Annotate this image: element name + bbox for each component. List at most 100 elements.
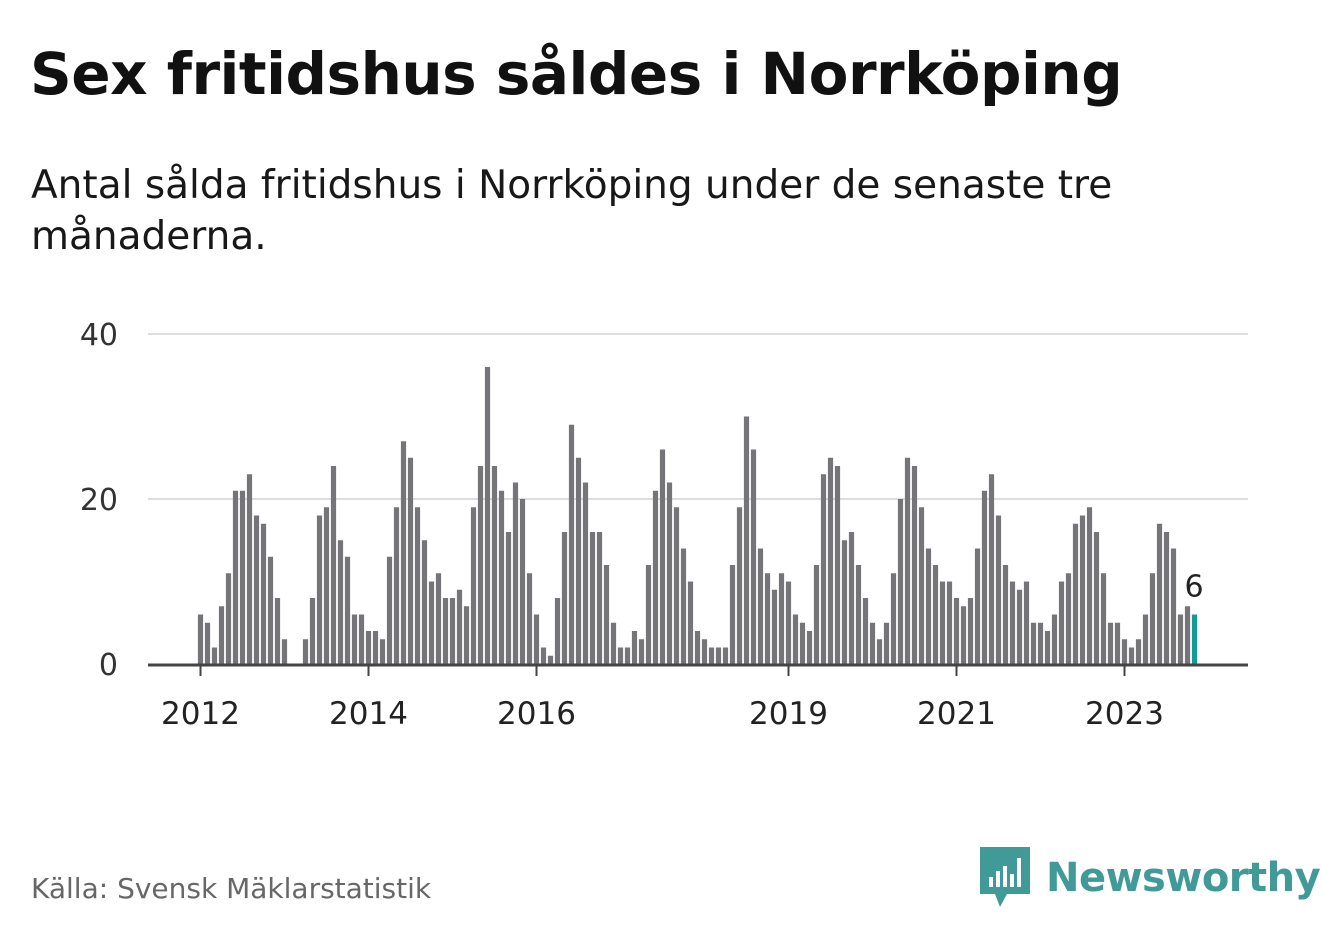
bar xyxy=(386,556,393,664)
bar xyxy=(1065,573,1072,664)
bar xyxy=(589,532,596,664)
source-note: Källa: Svensk Mäklarstatistik xyxy=(31,872,432,905)
bar xyxy=(421,540,428,664)
chart-title: Sex fritidshus såldes i Norrköping xyxy=(30,40,1123,108)
bar xyxy=(645,565,652,664)
bar xyxy=(1037,622,1044,664)
bar xyxy=(743,416,750,664)
bar xyxy=(974,548,981,664)
x-tick-label: 2023 xyxy=(1085,696,1164,732)
bar xyxy=(253,515,260,664)
bar xyxy=(533,614,540,664)
bar xyxy=(932,565,939,664)
bar xyxy=(638,639,645,664)
bar xyxy=(1100,573,1107,664)
bar xyxy=(267,556,274,664)
bar xyxy=(876,639,883,664)
bar xyxy=(960,606,967,664)
bar xyxy=(575,457,582,664)
bar xyxy=(1163,532,1170,664)
x-tick-label: 2021 xyxy=(917,696,996,732)
bar xyxy=(561,532,568,664)
bar-highlight xyxy=(1191,614,1198,664)
bar xyxy=(1107,622,1114,664)
bar xyxy=(337,540,344,664)
bar xyxy=(750,449,757,664)
brand-name: Newsworthy xyxy=(1046,855,1321,901)
bar xyxy=(260,523,267,664)
bar xyxy=(526,573,533,664)
bar xyxy=(1114,622,1121,664)
bar xyxy=(869,622,876,664)
bar xyxy=(1002,565,1009,664)
bar xyxy=(1030,622,1037,664)
bar xyxy=(820,474,827,664)
bar xyxy=(568,424,575,664)
bar xyxy=(659,449,666,664)
bar xyxy=(204,622,211,664)
bar xyxy=(631,631,638,664)
bar xyxy=(1051,614,1058,664)
bar xyxy=(897,499,904,664)
bar xyxy=(603,565,610,664)
bar xyxy=(701,639,708,664)
bar xyxy=(890,573,897,664)
bar xyxy=(435,573,442,664)
bar xyxy=(582,482,589,664)
bar xyxy=(1023,581,1030,664)
bar xyxy=(456,589,463,664)
bar xyxy=(316,515,323,664)
bar xyxy=(393,507,400,664)
bar xyxy=(1079,515,1086,664)
bar xyxy=(617,647,624,664)
bar xyxy=(757,548,764,664)
bar xyxy=(1093,532,1100,664)
bar xyxy=(1135,639,1142,664)
bar xyxy=(1121,639,1128,664)
bar xyxy=(1170,548,1177,664)
bar xyxy=(610,622,617,664)
x-tick-label: 2014 xyxy=(329,696,408,732)
bar xyxy=(211,647,218,664)
bar xyxy=(1044,631,1051,664)
bar xyxy=(407,457,414,664)
labels-layer: 0 20 40 2012 2014 2016 2019 2021 2023 6 xyxy=(80,318,1204,732)
bar xyxy=(855,565,862,664)
bar xyxy=(827,457,834,664)
bar xyxy=(274,598,281,664)
bar xyxy=(491,466,498,664)
bar xyxy=(1156,523,1163,664)
bar xyxy=(470,507,477,664)
bar xyxy=(988,474,995,664)
bar xyxy=(624,647,631,664)
bar xyxy=(981,490,988,664)
bar xyxy=(904,457,911,664)
bar xyxy=(995,515,1002,664)
bar xyxy=(449,598,456,664)
bar xyxy=(365,631,372,664)
bar xyxy=(323,507,330,664)
chart-subtitle: Antal sålda fritidshus i Norrköping unde… xyxy=(31,163,1113,259)
bar xyxy=(400,441,407,664)
bar xyxy=(939,581,946,664)
y-tick-label: 0 xyxy=(99,648,118,683)
x-tick-label: 2019 xyxy=(749,696,828,732)
bar xyxy=(442,598,449,664)
bar xyxy=(918,507,925,664)
bar xyxy=(498,490,505,664)
brand-logo: Newsworthy xyxy=(980,846,1321,910)
bar xyxy=(477,466,484,664)
bar xyxy=(848,532,855,664)
bar xyxy=(344,556,351,664)
bar xyxy=(218,606,225,664)
bar xyxy=(1149,573,1156,664)
bar xyxy=(862,598,869,664)
bar xyxy=(834,466,841,664)
bar xyxy=(778,573,785,664)
bar xyxy=(652,490,659,664)
bar xyxy=(666,482,673,664)
bar xyxy=(484,367,491,664)
bar-chart: 0 20 40 2012 2014 2016 2019 2021 2023 6 xyxy=(80,318,1248,732)
x-tick-label: 2012 xyxy=(161,696,240,732)
bar xyxy=(302,639,309,664)
